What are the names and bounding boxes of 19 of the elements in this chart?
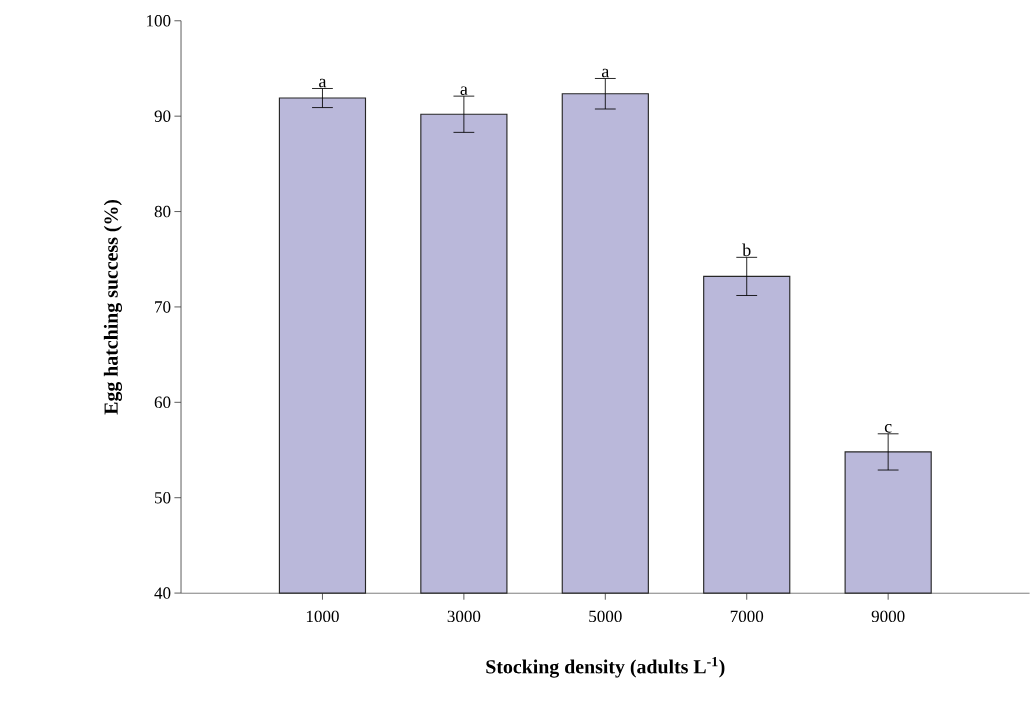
y-axis-title: Egg hatching success (%) (103, 199, 123, 415)
annotation: a (601, 68, 610, 78)
annotation: b (742, 243, 751, 257)
y-tick-label: 70 (155, 301, 171, 313)
y-tick-label: 40 (154, 587, 171, 599)
x-tick-label: 3000 (447, 610, 481, 622)
y-tick-label: 100 (147, 14, 171, 27)
annotation: c (884, 423, 892, 433)
y-tick-label: 80 (154, 205, 171, 218)
annotation: a (460, 86, 468, 95)
x-tick-label: 9000 (871, 610, 905, 622)
y-tick-label: 60 (154, 396, 171, 408)
annotation: a (319, 78, 327, 88)
x-tick-label: 7000 (730, 610, 764, 622)
x-tick-label: 1000 (306, 610, 339, 622)
y-tick-label: 90 (154, 110, 171, 122)
x-axis-title: Stocking density (adults L$^{-1}$) (486, 656, 725, 678)
y-tick-label: 50 (155, 491, 171, 504)
x-tick-label: 5000 (589, 610, 622, 622)
